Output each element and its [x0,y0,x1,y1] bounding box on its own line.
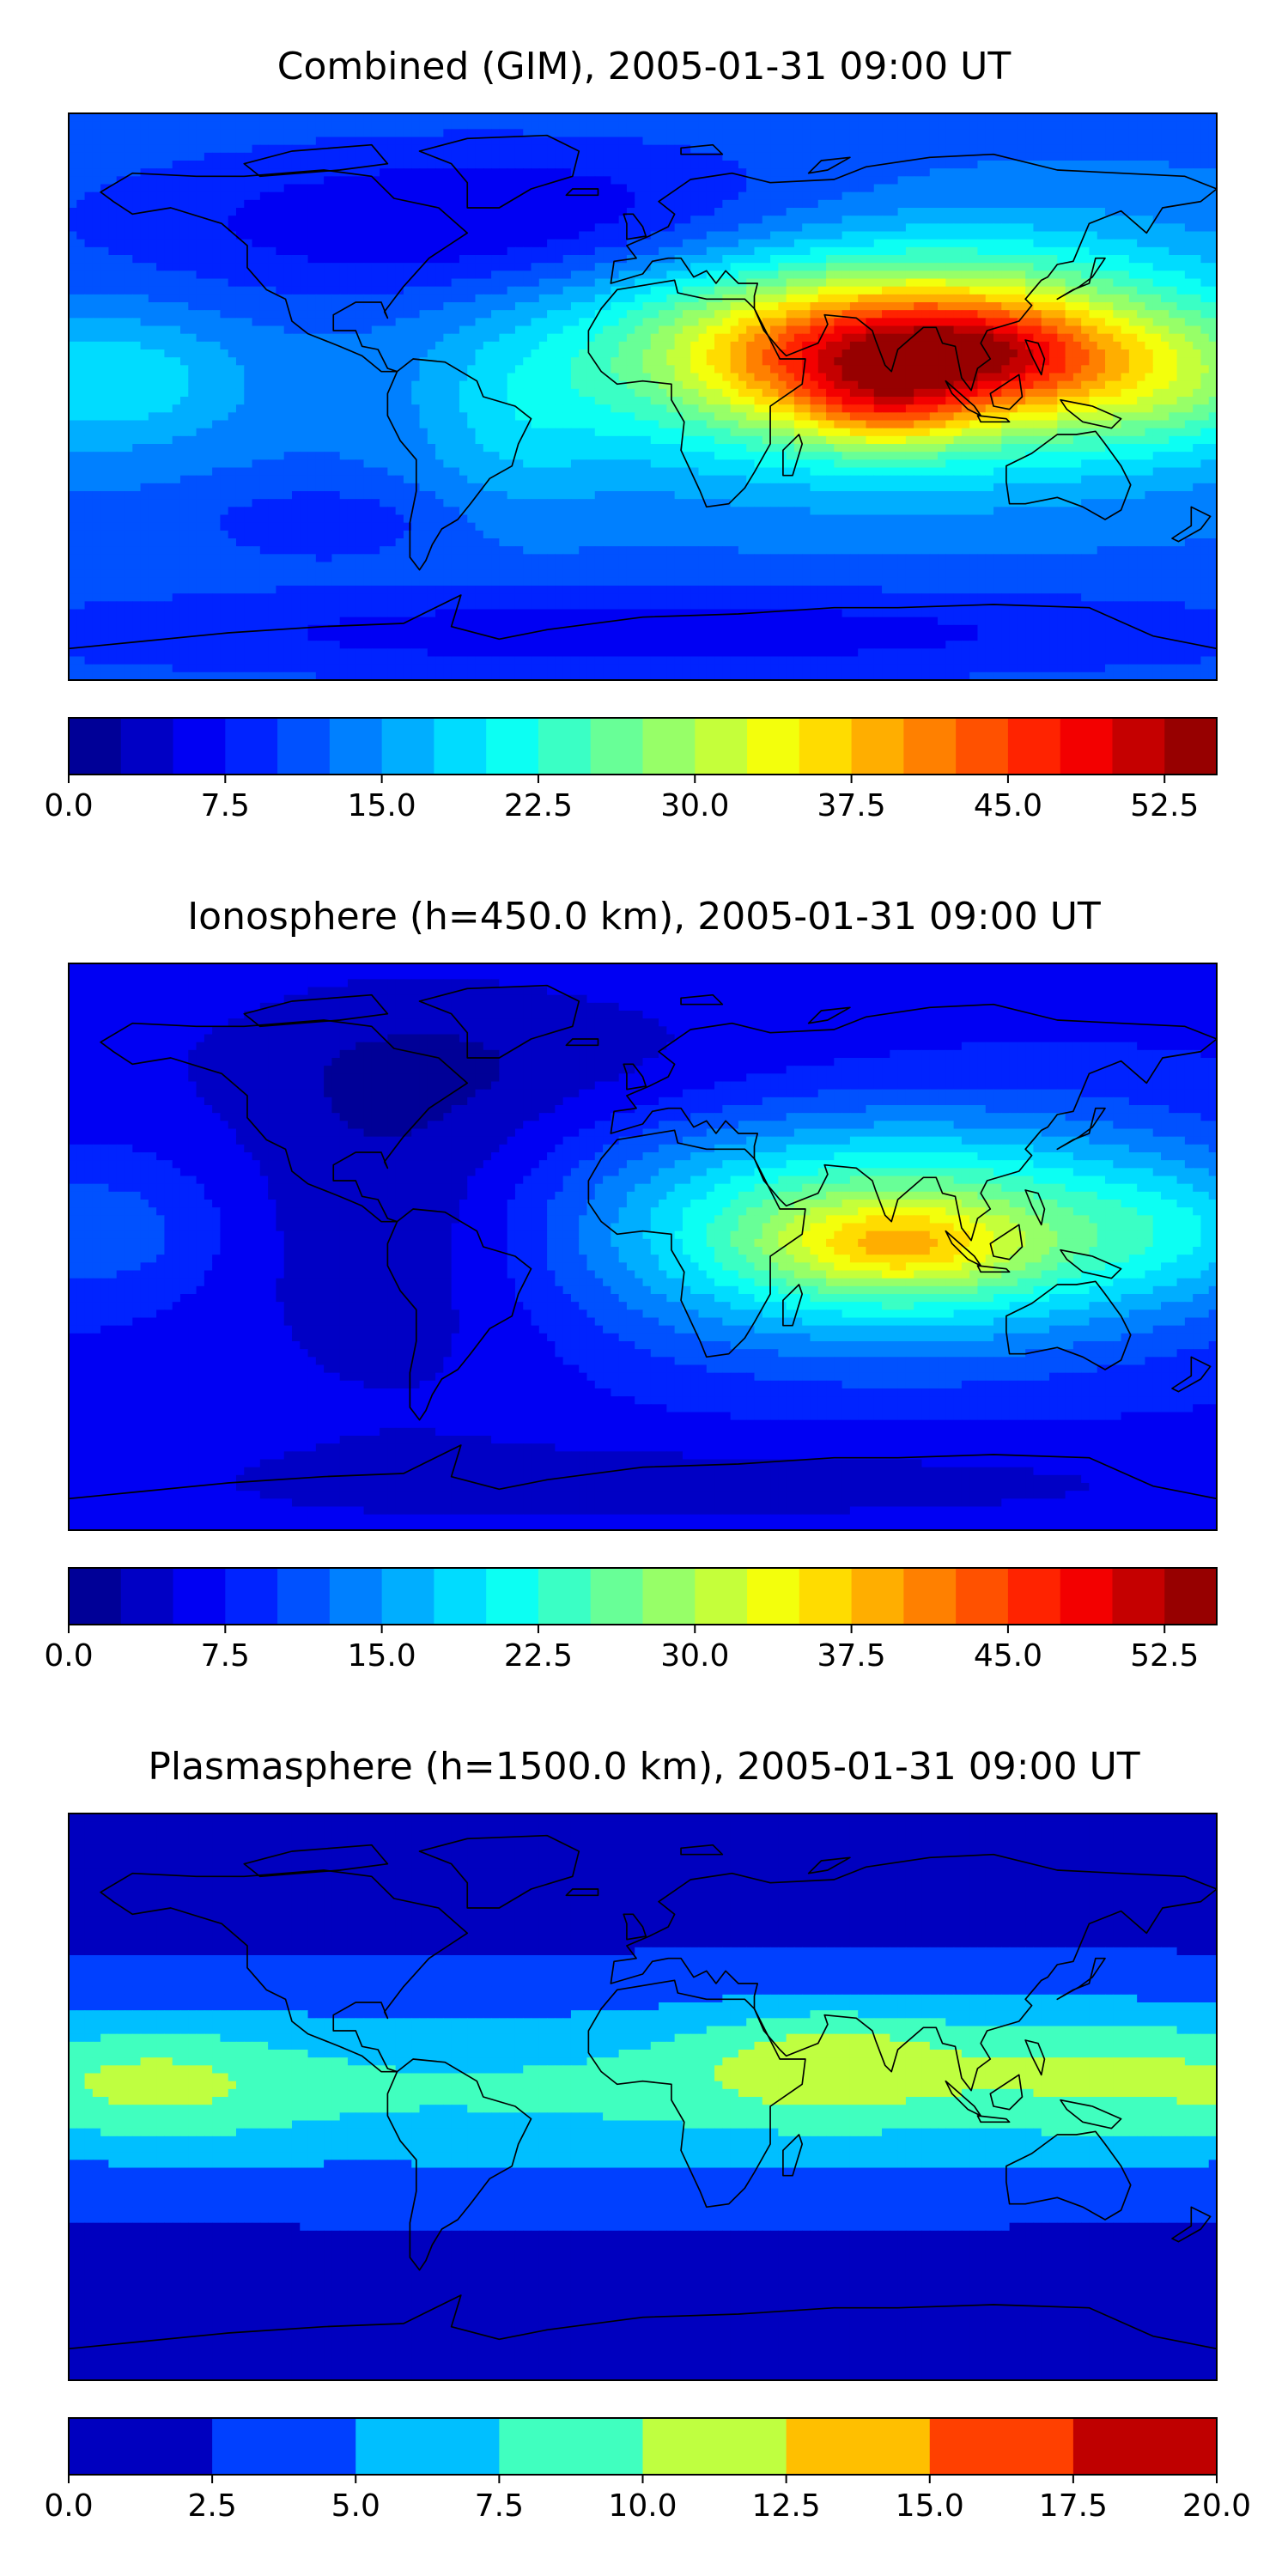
colorbar-bin [590,1568,643,1625]
colorbar: 0.0 7.5 15.0 22.5 30.0 37.5 45.0 52.5 [44,717,1218,823]
colorbar-tick-label: 0.0 [44,788,93,823]
colorbar-bin [1007,718,1061,775]
colorbar-bin [799,1568,853,1625]
colorbar-tick-label: 15.0 [348,1638,416,1674]
colorbar-bin [277,718,331,775]
colorbar-tick-label: 30.0 [660,788,729,823]
colorbar-bin [956,1568,1009,1625]
colorbar-bin [173,1568,226,1625]
tec-field [69,963,1217,1530]
colorbar-tick-label: 22.5 [504,1638,573,1674]
colorbar-bin [434,1568,487,1625]
colorbar: 0.0 7.5 15.0 22.5 30.0 37.5 45.0 52.5 [44,1567,1218,1674]
colorbar-bin [1060,1568,1113,1625]
colorbar-bin [538,1568,592,1625]
colorbar-tick-label: 10.0 [608,2488,677,2524]
colorbar-bin [851,1568,904,1625]
colorbar-bin [695,718,748,775]
colorbar-bin [1007,1568,1061,1625]
colorbar-tick-label: 17.5 [1039,2488,1108,2524]
tec-field [69,1814,1217,2380]
colorbar-bin [799,718,853,775]
colorbar-tick-label: 30.0 [660,1638,729,1674]
colorbar-bin [903,718,957,775]
colorbar-tick-label: 0.0 [44,1638,93,1674]
colorbar-bin [1060,718,1113,775]
colorbar-tick-label: 7.5 [201,788,250,823]
colorbar-bin [642,2418,787,2475]
colorbar-tick-label: 45.0 [974,788,1042,823]
panel-3: Plasmasphere (h=1500.0 km), 2005-01-31 0… [44,1745,1251,2524]
tec-field [69,113,1217,680]
colorbar-tick-label: 37.5 [817,788,886,823]
colorbar-tick-label: 52.5 [1130,1638,1199,1674]
colorbar-tick-label: 0.0 [44,2488,93,2524]
colorbar-tick-label: 37.5 [817,1638,886,1674]
colorbar-bin [1112,1568,1165,1625]
colorbar-tick-label: 22.5 [504,788,573,823]
colorbar-tick-label: 52.5 [1130,788,1199,823]
colorbar-bin [642,1568,696,1625]
colorbar-bin [1164,718,1218,775]
colorbar-bin [329,1568,383,1625]
colorbar-bin [69,2418,213,2475]
colorbar-bin [642,718,696,775]
panel-title: Ionosphere (h=450.0 km), 2005-01-31 09:0… [187,895,1101,939]
panel-1: Combined (GIM), 2005-01-31 09:00 UT 0.0 7.… [44,45,1218,823]
colorbar-bin [538,718,592,775]
colorbar-bin [173,718,226,775]
colorbar-bin [851,718,904,775]
colorbar-bin [434,718,487,775]
colorbar-tick-label: 15.0 [896,2488,964,2524]
colorbar-bin [1072,2418,1218,2475]
colorbar-bin [747,1568,800,1625]
colorbar-bin [956,718,1009,775]
colorbar-bin [695,1568,748,1625]
map-frame [68,112,1218,681]
colorbar-tick-label: 2.5 [187,2488,236,2524]
map-frame [68,963,1218,1531]
colorbar-bin [486,718,539,775]
colorbar-bin [277,1568,331,1625]
colorbar-bin [69,1568,122,1625]
map-frame [68,1813,1218,2381]
colorbar-bin [903,1568,957,1625]
colorbar-bin [786,2418,931,2475]
colorbar-bin [747,718,800,775]
colorbar-bin [381,1568,434,1625]
panel-2: Ionosphere (h=450.0 km), 2005-01-31 09:0… [44,895,1218,1674]
colorbar-tick-label: 45.0 [974,1638,1042,1674]
colorbar-tick-label: 7.5 [201,1638,250,1674]
colorbar-tick-label: 15.0 [348,788,416,823]
colorbar-bin [355,2418,500,2475]
panel-title: Combined (GIM), 2005-01-31 09:00 UT [277,45,1012,88]
colorbar-bin [486,1568,539,1625]
colorbar-bin [120,1568,174,1625]
colorbar-bin [120,718,174,775]
colorbar-bin [590,718,643,775]
colorbar-tick-label: 7.5 [475,2488,524,2524]
colorbar-bin [381,718,434,775]
colorbar-bin [69,718,122,775]
colorbar-bin [225,718,278,775]
panel-title: Plasmasphere (h=1500.0 km), 2005-01-31 0… [148,1745,1139,1789]
colorbar-bin [329,718,383,775]
colorbar-bin [212,2418,356,2475]
colorbar: 0.0 2.5 5.0 7.5 10.0 12.5 15.0 17.5 20.0 [44,2417,1251,2524]
colorbar-tick-label: 20.0 [1182,2488,1251,2524]
colorbar-tick-label: 12.5 [752,2488,821,2524]
colorbar-bin [499,2418,644,2475]
colorbar-bin [929,2418,1074,2475]
colorbar-bin [225,1568,278,1625]
colorbar-bin [1164,1568,1218,1625]
colorbar-bin [1112,718,1165,775]
colorbar-tick-label: 5.0 [331,2488,380,2524]
